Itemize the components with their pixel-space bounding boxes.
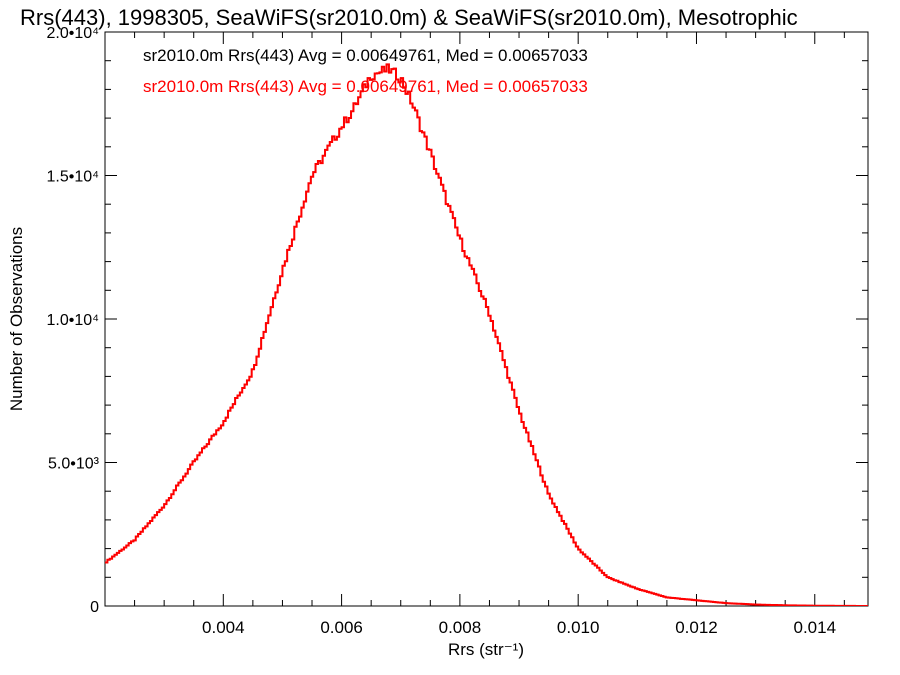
- series-red-histogram: [105, 63, 868, 606]
- x-axis: 0.004 0.006 0.008 0.010 0.012 0.014: [134, 32, 845, 637]
- series-black-histogram: [105, 63, 868, 606]
- y-axis: 0 5.0•10³ 1.0•10⁴ 1.5•10⁴ 2.0•10⁴: [46, 25, 868, 616]
- chart-title: Rrs(443), 1998305, SeaWiFS(sr2010.0m) & …: [20, 5, 798, 30]
- y-tick-label: 5.0•10³: [48, 456, 100, 473]
- x-axis-label: Rrs (str⁻¹): [448, 640, 524, 659]
- x-tick-label: 0.014: [793, 618, 836, 637]
- y-axis-label: Number of Observations: [7, 227, 26, 411]
- x-tick-label: 0.006: [320, 618, 363, 637]
- y-tick-label: 1.0•10⁴: [46, 312, 99, 329]
- y-tick-label: 0: [90, 599, 99, 616]
- legend-entry-black: sr2010.0m Rrs(443) Avg = 0.00649761, Med…: [143, 46, 588, 65]
- x-tick-label: 0.010: [557, 618, 600, 637]
- legend-entry-red: sr2010.0m Rrs(443) Avg = 0.00649761, Med…: [143, 77, 588, 96]
- x-tick-label: 0.008: [439, 618, 482, 637]
- series-layer: [105, 63, 868, 606]
- y-tick-label: 2.0•10⁴: [46, 25, 99, 42]
- plot-frame: [104, 31, 869, 607]
- x-tick-label: 0.004: [202, 618, 245, 637]
- x-tick-label: 0.012: [675, 618, 718, 637]
- y-tick-label: 1.5•10⁴: [46, 169, 99, 186]
